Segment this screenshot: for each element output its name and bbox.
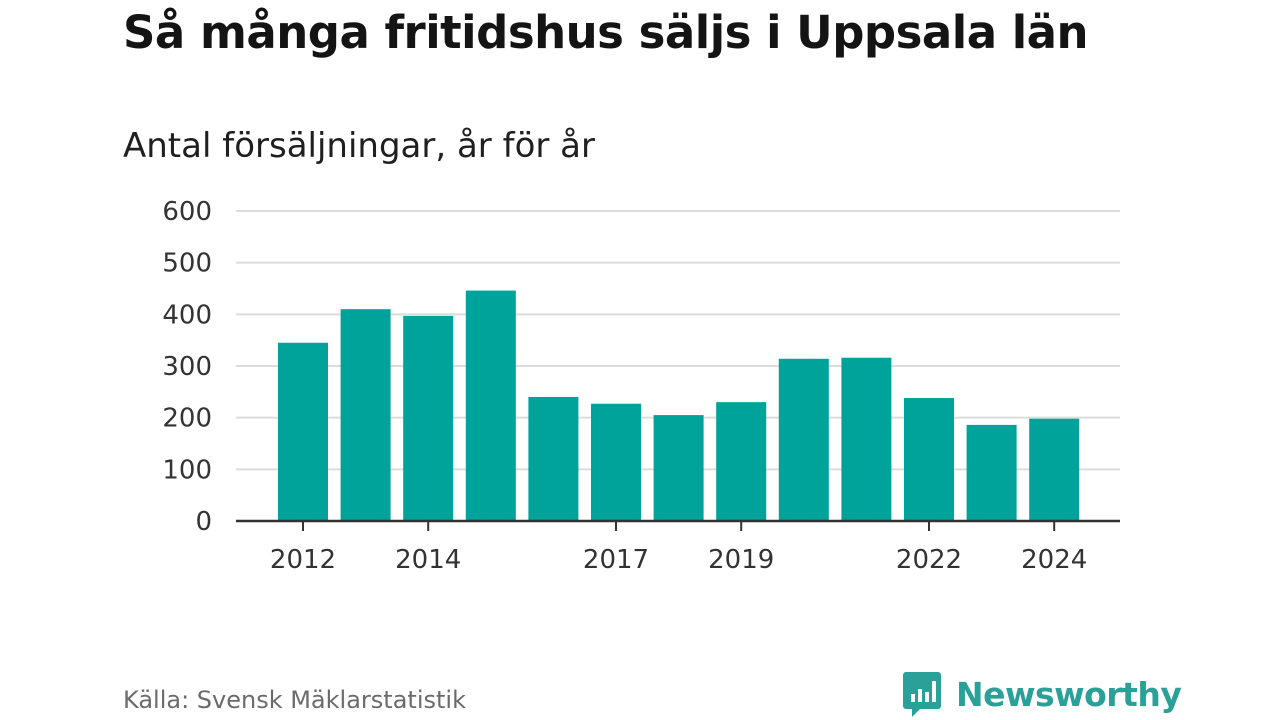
y-tick-label: 200 xyxy=(162,404,212,434)
x-tick-label: 2012 xyxy=(270,545,336,575)
x-tick-label: 2014 xyxy=(395,545,461,575)
brand-name: Newsworthy xyxy=(956,674,1182,714)
y-axis-ticks: 0 100 200 300 400 500 600 xyxy=(162,197,212,537)
bar-chart: 0 100 200 300 400 500 600 2012 2014 2017 2019 2022… xyxy=(162,197,1120,575)
y-tick-label: 0 xyxy=(195,507,212,537)
bar-2013 xyxy=(340,309,391,521)
chart-subtitle: Antal försäljningar, år för år xyxy=(123,126,595,166)
bar-2024 xyxy=(1029,418,1080,521)
x-tick-label: 2022 xyxy=(896,545,962,575)
chat-bar-chart-icon xyxy=(903,672,941,717)
y-tick-label: 400 xyxy=(162,300,212,330)
bar-2018 xyxy=(653,415,704,521)
bar-2014 xyxy=(403,315,454,521)
y-tick-label: 500 xyxy=(162,249,212,279)
bar-2021 xyxy=(841,357,892,521)
bar-2022 xyxy=(904,398,954,521)
x-tick-label: 2024 xyxy=(1021,545,1087,575)
y-tick-label: 300 xyxy=(162,352,212,382)
bar-2016 xyxy=(528,397,579,521)
bar-2023 xyxy=(966,424,1017,521)
bar-2017 xyxy=(591,403,641,521)
bar-2012 xyxy=(278,342,328,521)
x-tick-label: 2017 xyxy=(583,545,649,575)
chart-title: Så många fritidshus säljs i Uppsala län xyxy=(123,6,1089,59)
bar-2019 xyxy=(716,402,767,521)
x-axis-ticks: 2012 2014 2017 2019 2022 2024 xyxy=(270,521,1087,575)
y-tick-label: 600 xyxy=(162,197,212,227)
source-note: Källa: Svensk Mäklarstatistik xyxy=(123,686,466,714)
brand-logo: Newsworthy xyxy=(902,670,1182,718)
bar-2020 xyxy=(778,358,829,521)
bars xyxy=(278,290,1080,521)
bar-2015 xyxy=(465,290,516,521)
y-tick-label: 100 xyxy=(162,455,212,485)
x-tick-label: 2019 xyxy=(708,545,774,575)
